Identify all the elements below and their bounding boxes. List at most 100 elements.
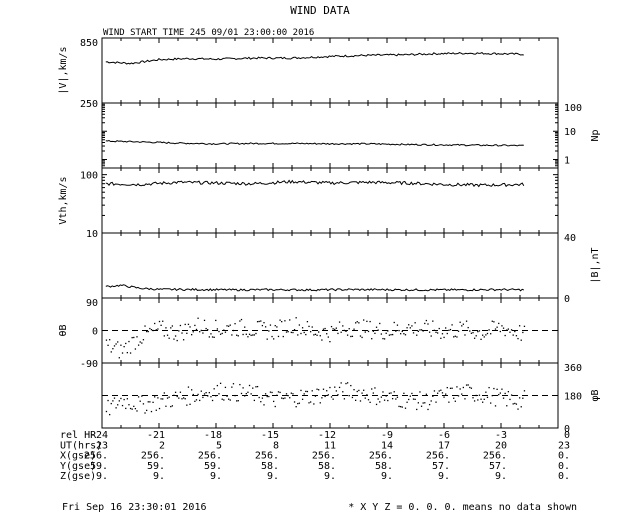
data-point-phi — [369, 401, 371, 404]
data-point-theta — [448, 329, 450, 331]
x-row-value: 256. — [483, 451, 507, 462]
data-point-theta — [192, 331, 194, 333]
data-point-theta — [131, 336, 133, 339]
data-point-theta — [181, 332, 183, 334]
data-point-theta — [187, 323, 190, 326]
data-point-theta — [342, 325, 344, 327]
data-line-speed — [105, 52, 524, 65]
data-point-theta — [279, 319, 281, 321]
data-line-density — [105, 139, 524, 147]
data-point-phi — [393, 391, 395, 393]
data-point-phi — [372, 392, 374, 394]
data-point-theta — [332, 328, 334, 330]
data-point-phi — [274, 405, 276, 408]
data-point-theta — [486, 332, 489, 335]
data-point-theta — [295, 317, 297, 319]
data-point-theta — [276, 326, 278, 328]
data-point-phi — [480, 398, 482, 400]
data-point-theta — [401, 330, 403, 333]
data-point-theta — [398, 329, 400, 332]
data-point-theta — [340, 331, 342, 333]
data-point-phi — [192, 393, 194, 396]
data-point-theta — [160, 324, 162, 326]
data-point-phi — [256, 385, 259, 388]
data-point-phi — [237, 400, 239, 402]
x-row-value: 9. — [96, 471, 108, 482]
data-point-theta — [374, 332, 376, 335]
x-row-value: 9. — [495, 471, 507, 482]
data-point-theta — [166, 334, 169, 336]
y-tick-label-density: 1 — [564, 155, 570, 166]
data-point-phi — [211, 399, 214, 402]
data-point-theta — [147, 330, 149, 333]
data-point-phi — [342, 391, 344, 393]
data-point-phi — [435, 401, 437, 403]
x-row-value: 57. — [432, 461, 450, 472]
data-point-phi — [261, 397, 264, 399]
data-point-theta — [459, 321, 461, 323]
data-point-theta — [232, 329, 235, 332]
data-point-theta — [350, 335, 352, 338]
data-point-phi — [318, 389, 320, 391]
data-point-theta — [465, 320, 468, 322]
data-point-phi — [422, 402, 424, 404]
data-point-phi — [149, 401, 151, 403]
data-point-theta — [284, 320, 286, 322]
data-point-theta — [311, 326, 313, 328]
data-point-phi — [158, 407, 161, 410]
data-point-theta — [496, 326, 498, 328]
x-row-value: 9. — [267, 471, 279, 482]
data-point-theta — [464, 334, 466, 336]
data-point-theta — [330, 325, 333, 328]
data-point-phi — [112, 400, 114, 402]
data-point-theta — [425, 319, 428, 322]
data-point-theta — [305, 333, 307, 336]
x-row-value: 59. — [90, 461, 108, 472]
data-point-phi — [293, 401, 296, 403]
data-point-phi — [334, 386, 336, 388]
data-point-phi — [383, 399, 386, 401]
data-point-theta — [115, 343, 117, 345]
y-axis-label-thermal: Vth,km/s — [58, 176, 69, 224]
data-point-theta — [367, 330, 370, 333]
data-point-theta — [163, 335, 165, 337]
data-point-theta — [252, 334, 254, 336]
data-point-phi — [244, 395, 246, 397]
data-point-theta — [369, 320, 371, 323]
data-point-theta — [396, 324, 399, 326]
data-point-phi — [120, 397, 122, 400]
data-point-theta — [136, 336, 138, 338]
data-point-theta — [403, 333, 405, 335]
data-point-theta — [438, 327, 440, 330]
x-row-value: 2 — [159, 440, 165, 451]
data-point-theta — [234, 323, 236, 325]
data-point-phi — [473, 400, 476, 402]
data-point-phi — [282, 397, 284, 400]
data-point-theta — [226, 325, 228, 327]
data-point-phi — [181, 398, 183, 400]
data-point-theta — [517, 337, 519, 340]
data-point-phi — [239, 383, 241, 386]
data-point-theta — [197, 317, 199, 319]
data-point-theta — [356, 321, 358, 323]
data-point-phi — [316, 388, 318, 390]
data-point-theta — [440, 337, 442, 339]
data-point-theta — [375, 326, 378, 328]
x-row-value: 9. — [153, 471, 165, 482]
data-point-phi — [514, 402, 516, 405]
data-point-phi — [322, 388, 325, 390]
data-point-theta — [200, 329, 202, 332]
data-point-theta — [337, 332, 339, 335]
data-point-phi — [154, 396, 156, 398]
data-point-phi — [231, 386, 233, 388]
data-point-phi — [117, 404, 119, 406]
data-point-phi — [268, 395, 270, 398]
data-point-theta — [518, 325, 521, 327]
data-point-phi — [400, 405, 402, 408]
footer-timestamp: Fri Sep 16 23:30:01 2016 — [62, 502, 207, 512]
data-point-phi — [141, 395, 143, 397]
data-point-theta — [170, 327, 172, 329]
data-point-phi — [226, 395, 228, 397]
x-row-value: 256. — [255, 451, 279, 462]
data-point-phi — [202, 396, 204, 399]
